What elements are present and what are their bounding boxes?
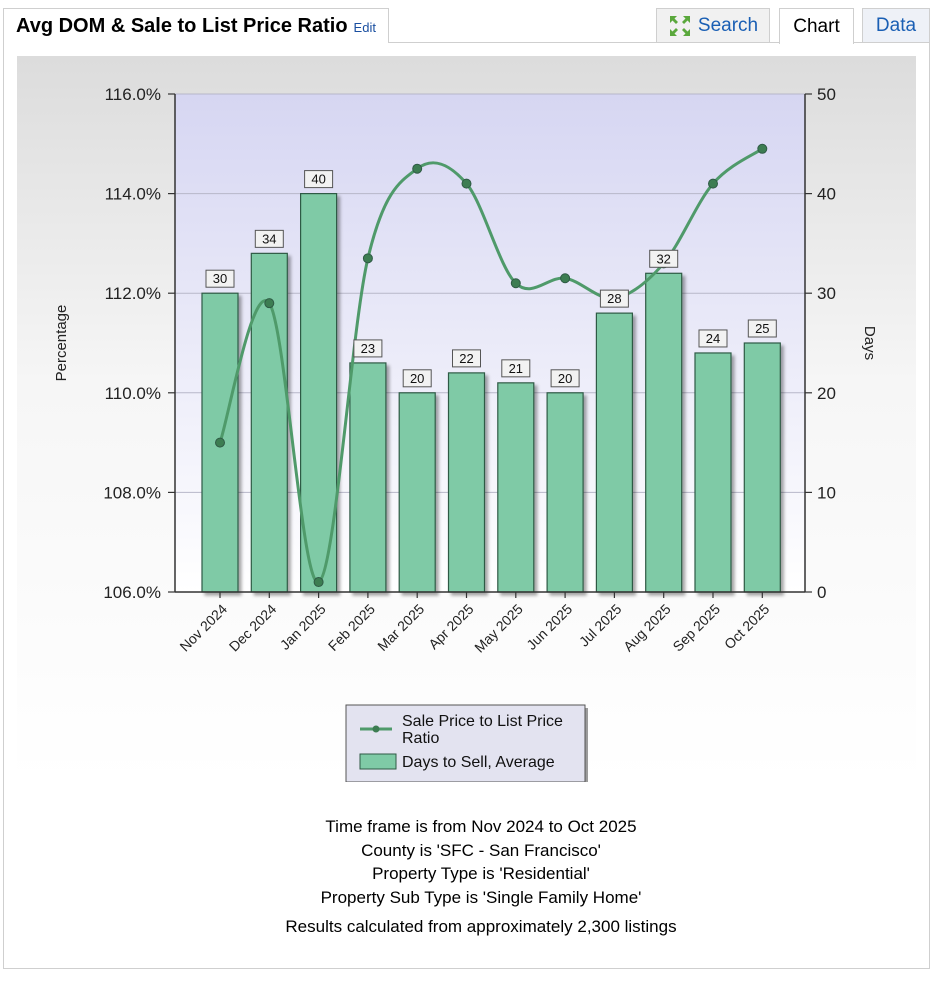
bar-data-label: 24: [706, 331, 720, 346]
ratio-point-jun-2025: [560, 273, 571, 284]
right-tick-label: 20: [817, 384, 836, 403]
property-subtype-text: Property Sub Type is 'Single Family Home…: [320, 887, 642, 907]
results-count-text: Results calculated from approximately 2,…: [285, 917, 677, 936]
left-tick-label: 106.0%: [103, 583, 161, 602]
ratio-point-dec-2024: [264, 298, 275, 309]
bar-data-label: 32: [656, 251, 670, 266]
tab-data[interactable]: Data: [862, 8, 930, 42]
ratio-point-apr-2025: [461, 178, 472, 189]
bar-label-box: [550, 369, 580, 388]
bar-label-box: [254, 229, 284, 248]
right-tick-label: 40: [817, 185, 836, 204]
x-tick-label: Jun 2025: [523, 601, 575, 653]
x-tick-label: Sep 2025: [669, 601, 723, 655]
x-tick-label: Apr 2025: [425, 601, 477, 653]
bar-label-box: [747, 319, 777, 338]
x-tick-label: Jul 2025: [576, 601, 625, 650]
ratio-point-jan-2025: [313, 577, 324, 588]
left-tick-label: 114.0%: [105, 185, 161, 204]
bar-label-box: [698, 329, 728, 348]
bar-data-label: 22: [459, 351, 473, 366]
bar-data-label: 30: [213, 271, 227, 286]
edit-title-link[interactable]: Edit: [353, 20, 376, 35]
timeframe-text: Time frame is from Nov 2024 to Oct 2025: [325, 817, 637, 836]
bar-days-mar-2025: [398, 392, 436, 593]
tab-chart-label: Chart: [793, 15, 840, 37]
legend-bar-swatch: [359, 753, 397, 770]
bar-label-box: [649, 249, 679, 268]
bar-data-label: 20: [410, 371, 424, 386]
bar-data-label: 28: [607, 291, 621, 306]
bar-days-jul-2025: [595, 312, 634, 593]
x-tick-label: Nov 2024: [176, 601, 230, 655]
chart-area: 106.0% 108.0% 110.0% 112.0% 114.0% 116.0% 0 10 2…: [17, 56, 916, 782]
chart-svg: 106.0% 108.0% 110.0% 112.0% 114.0% 116.0% 0 10 2…: [53, 85, 878, 782]
bar-days-jun-2025: [546, 392, 584, 593]
bar-data-label: 40: [311, 172, 325, 187]
bar-days-may-2025: [497, 382, 535, 593]
page-title: Avg DOM & Sale to List Price Ratio: [16, 14, 348, 37]
right-tick-label: 50: [817, 85, 836, 104]
bar-days-oct-2025: [743, 342, 781, 593]
county-text: County is 'SFC - San Francisco': [361, 840, 601, 860]
right-tick-label: 0: [817, 583, 826, 602]
ratio-point-oct-2025: [757, 143, 768, 154]
bar-label-box: [353, 339, 383, 358]
tab-search[interactable]: Search: [656, 8, 770, 42]
bar-days-feb-2025: [349, 362, 387, 593]
left-tick-label: 110.0%: [105, 384, 161, 403]
right-tick-label: 30: [817, 284, 836, 303]
bar-days-jan-2025: [300, 193, 338, 593]
legend-line-label: Sale Price to List Price: [402, 713, 563, 730]
left-tick-label: 108.0%: [103, 483, 161, 502]
ratio-point-sep-2025: [708, 178, 718, 189]
ratio-point-nov-2024: [215, 437, 225, 448]
x-tick-label: May 2025: [471, 601, 526, 656]
bar-data-label: 25: [755, 321, 769, 336]
x-tick-label: Oct 2025: [721, 601, 773, 653]
left-tick-label: 112.0%: [105, 284, 161, 303]
x-tick-label: Aug 2025: [620, 601, 674, 655]
chart-title-tab: Avg DOM & Sale to List Price Ratio Edit: [3, 8, 389, 43]
bar-days-sep-2025: [694, 352, 732, 593]
legend-line-marker: [372, 725, 380, 733]
bar-label-box: [402, 369, 432, 388]
bar-days-aug-2025: [645, 272, 683, 593]
bar-data-label: 23: [361, 341, 375, 356]
left-tick-label: 116.0%: [105, 85, 161, 104]
right-axis-title: Days: [861, 326, 878, 360]
sale-to-list-ratio-line: [218, 147, 764, 584]
x-tick-label: Jan 2025: [277, 601, 329, 653]
left-axis-title: Percentage: [53, 305, 70, 382]
bar-label-box: [452, 349, 481, 368]
bar-days-apr-2025: [447, 372, 486, 593]
bar-label-box: [501, 359, 531, 378]
bar-label-box: [304, 170, 334, 189]
search-criteria-summary: Time frame is from Nov 2024 to Oct 2025 …: [3, 815, 944, 939]
tab-search-label: Search: [697, 14, 759, 36]
ratio-point-may-2025: [510, 278, 521, 289]
bar-label-box: [205, 269, 235, 288]
ratio-point-feb-2025: [362, 253, 373, 264]
tab-chart[interactable]: Chart: [779, 8, 854, 44]
tab-data-label: Data: [875, 14, 917, 36]
bar-data-label: 20: [558, 371, 572, 386]
x-tick-label: Mar 2025: [374, 601, 427, 654]
legend-bar-label: Days to Sell, Average: [402, 754, 555, 771]
x-tick-label: Dec 2024: [226, 601, 280, 655]
right-tick-label: 10: [817, 483, 836, 502]
bar-label-box: [599, 289, 629, 308]
bar-data-label: 34: [262, 231, 276, 246]
property-type-text: Property Type is 'Residential': [372, 864, 590, 883]
legend-line-label-cont: Ratio: [402, 730, 439, 747]
x-tick-label: Feb 2025: [325, 601, 378, 654]
ratio-point-mar-2025: [412, 163, 423, 174]
bar-data-label: 21: [509, 361, 523, 376]
expand-arrows-icon: [667, 13, 692, 38]
